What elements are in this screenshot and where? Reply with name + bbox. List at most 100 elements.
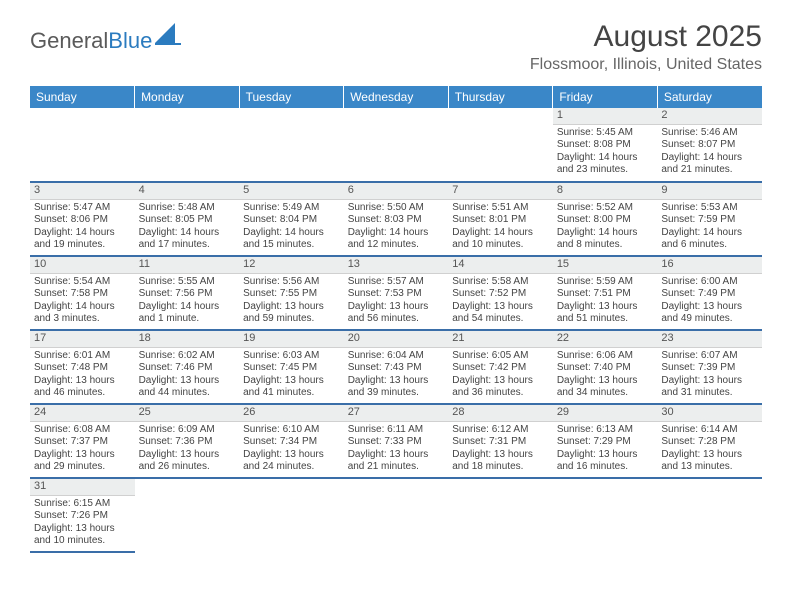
day-number: 19 <box>239 331 344 348</box>
day-details: Sunrise: 6:08 AMSunset: 7:37 PMDaylight:… <box>30 422 135 476</box>
day-details: Sunrise: 6:01 AMSunset: 7:48 PMDaylight:… <box>30 348 135 402</box>
day-details: Sunrise: 6:04 AMSunset: 7:43 PMDaylight:… <box>344 348 449 402</box>
day-number: 31 <box>30 479 135 496</box>
day-details: Sunrise: 6:14 AMSunset: 7:28 PMDaylight:… <box>657 422 762 476</box>
daylight-text: Daylight: 13 hours and 51 minutes. <box>557 301 654 326</box>
calendar-day-cell: 31Sunrise: 6:15 AMSunset: 7:26 PMDayligh… <box>30 478 135 552</box>
day-details: Sunrise: 5:46 AMSunset: 8:07 PMDaylight:… <box>657 125 762 179</box>
calendar-day-cell: 15Sunrise: 5:59 AMSunset: 7:51 PMDayligh… <box>553 256 658 330</box>
month-title: August 2025 <box>530 20 762 54</box>
day-number: 13 <box>344 257 449 274</box>
location-subtitle: Flossmoor, Illinois, United States <box>530 56 762 74</box>
sunrise-text: Sunrise: 6:08 AM <box>34 424 131 437</box>
day-number: 16 <box>657 257 762 274</box>
day-number: 9 <box>657 183 762 200</box>
sunrise-text: Sunrise: 6:03 AM <box>243 350 340 363</box>
sunset-text: Sunset: 7:59 PM <box>661 214 758 227</box>
calendar-week-row: 1Sunrise: 5:45 AMSunset: 8:08 PMDaylight… <box>30 108 762 182</box>
sunrise-text: Sunrise: 5:57 AM <box>348 276 445 289</box>
sunset-text: Sunset: 7:36 PM <box>139 436 236 449</box>
daylight-text: Daylight: 13 hours and 13 minutes. <box>661 449 758 474</box>
daylight-text: Daylight: 13 hours and 39 minutes. <box>348 375 445 400</box>
calendar-week-row: 24Sunrise: 6:08 AMSunset: 7:37 PMDayligh… <box>30 404 762 478</box>
weekday-header: Friday <box>553 86 658 108</box>
daylight-text: Daylight: 14 hours and 21 minutes. <box>661 152 758 177</box>
day-details: Sunrise: 6:07 AMSunset: 7:39 PMDaylight:… <box>657 348 762 402</box>
daylight-text: Daylight: 14 hours and 3 minutes. <box>34 301 131 326</box>
daylight-text: Daylight: 14 hours and 8 minutes. <box>557 227 654 252</box>
daylight-text: Daylight: 14 hours and 19 minutes. <box>34 227 131 252</box>
day-number: 27 <box>344 405 449 422</box>
weekday-header: Thursday <box>448 86 553 108</box>
calendar-day-cell: 7Sunrise: 5:51 AMSunset: 8:01 PMDaylight… <box>448 182 553 256</box>
sunset-text: Sunset: 7:42 PM <box>452 362 549 375</box>
day-details: Sunrise: 6:03 AMSunset: 7:45 PMDaylight:… <box>239 348 344 402</box>
day-details: Sunrise: 5:50 AMSunset: 8:03 PMDaylight:… <box>344 200 449 254</box>
calendar-body: 1Sunrise: 5:45 AMSunset: 8:08 PMDaylight… <box>30 108 762 552</box>
sunrise-text: Sunrise: 5:53 AM <box>661 202 758 215</box>
daylight-text: Daylight: 13 hours and 44 minutes. <box>139 375 236 400</box>
logo-word-2: Blue <box>108 28 152 53</box>
daylight-text: Daylight: 13 hours and 54 minutes. <box>452 301 549 326</box>
daylight-text: Daylight: 13 hours and 36 minutes. <box>452 375 549 400</box>
day-details: Sunrise: 5:53 AMSunset: 7:59 PMDaylight:… <box>657 200 762 254</box>
sunset-text: Sunset: 7:49 PM <box>661 288 758 301</box>
calendar-empty-cell <box>135 478 240 552</box>
sunrise-text: Sunrise: 6:05 AM <box>452 350 549 363</box>
daylight-text: Daylight: 14 hours and 10 minutes. <box>452 227 549 252</box>
day-details: Sunrise: 6:12 AMSunset: 7:31 PMDaylight:… <box>448 422 553 476</box>
header: GeneralBlue August 2025 Flossmoor, Illin… <box>30 20 762 74</box>
sunset-text: Sunset: 7:26 PM <box>34 510 131 523</box>
day-number: 28 <box>448 405 553 422</box>
sunrise-text: Sunrise: 5:54 AM <box>34 276 131 289</box>
day-details: Sunrise: 5:56 AMSunset: 7:55 PMDaylight:… <box>239 274 344 328</box>
day-number: 8 <box>553 183 658 200</box>
calendar-week-row: 10Sunrise: 5:54 AMSunset: 7:58 PMDayligh… <box>30 256 762 330</box>
daylight-text: Daylight: 14 hours and 23 minutes. <box>557 152 654 177</box>
daylight-text: Daylight: 13 hours and 49 minutes. <box>661 301 758 326</box>
day-number: 5 <box>239 183 344 200</box>
day-number: 26 <box>239 405 344 422</box>
sunset-text: Sunset: 8:01 PM <box>452 214 549 227</box>
daylight-text: Daylight: 14 hours and 12 minutes. <box>348 227 445 252</box>
day-number: 15 <box>553 257 658 274</box>
day-details: Sunrise: 5:52 AMSunset: 8:00 PMDaylight:… <box>553 200 658 254</box>
sunrise-text: Sunrise: 6:14 AM <box>661 424 758 437</box>
day-details: Sunrise: 6:10 AMSunset: 7:34 PMDaylight:… <box>239 422 344 476</box>
daylight-text: Daylight: 14 hours and 15 minutes. <box>243 227 340 252</box>
calendar-day-cell: 21 Sunrise: 6:05 AMSunset: 7:42 PMDayligh… <box>448 330 553 404</box>
daylight-text: Daylight: 13 hours and 10 minutes. <box>34 523 131 548</box>
calendar-day-cell: 2Sunrise: 5:46 AMSunset: 8:07 PMDaylight… <box>657 108 762 182</box>
sunrise-text: Sunrise: 6:13 AM <box>557 424 654 437</box>
calendar-day-cell: 28Sunrise: 6:12 AMSunset: 7:31 PMDayligh… <box>448 404 553 478</box>
daylight-text: Daylight: 13 hours and 26 minutes. <box>139 449 236 474</box>
day-number: 30 <box>657 405 762 422</box>
day-number: 17 <box>30 331 135 348</box>
daylight-text: Daylight: 14 hours and 1 minute. <box>139 301 236 326</box>
calendar-day-cell: 4Sunrise: 5:48 AMSunset: 8:05 PMDaylight… <box>135 182 240 256</box>
sunset-text: Sunset: 8:04 PM <box>243 214 340 227</box>
sunrise-text: Sunrise: 6:11 AM <box>348 424 445 437</box>
sunrise-text: Sunrise: 5:56 AM <box>243 276 340 289</box>
day-details: Sunrise: 6:02 AMSunset: 7:46 PMDaylight:… <box>135 348 240 402</box>
sunset-text: Sunset: 7:34 PM <box>243 436 340 449</box>
daylight-text: Daylight: 13 hours and 31 minutes. <box>661 375 758 400</box>
day-number: 21 <box>448 331 553 348</box>
sunrise-text: Sunrise: 6:01 AM <box>34 350 131 363</box>
calendar-header-row: SundayMondayTuesdayWednesdayThursdayFrid… <box>30 86 762 108</box>
calendar-day-cell: 27Sunrise: 6:11 AMSunset: 7:33 PMDayligh… <box>344 404 449 478</box>
daylight-text: Daylight: 13 hours and 59 minutes. <box>243 301 340 326</box>
sunrise-text: Sunrise: 6:00 AM <box>661 276 758 289</box>
day-details: Sunrise: 5:51 AMSunset: 8:01 PMDaylight:… <box>448 200 553 254</box>
calendar-day-cell: 29Sunrise: 6:13 AMSunset: 7:29 PMDayligh… <box>553 404 658 478</box>
sunset-text: Sunset: 8:03 PM <box>348 214 445 227</box>
sunset-text: Sunset: 8:00 PM <box>557 214 654 227</box>
sunrise-text: Sunrise: 6:02 AM <box>139 350 236 363</box>
day-details: Sunrise: 6:09 AMSunset: 7:36 PMDaylight:… <box>135 422 240 476</box>
sunset-text: Sunset: 7:55 PM <box>243 288 340 301</box>
sunset-text: Sunset: 7:53 PM <box>348 288 445 301</box>
calendar-empty-cell <box>344 108 449 182</box>
calendar-empty-cell <box>448 478 553 552</box>
day-number: 20 <box>344 331 449 348</box>
day-number: 23 <box>657 331 762 348</box>
